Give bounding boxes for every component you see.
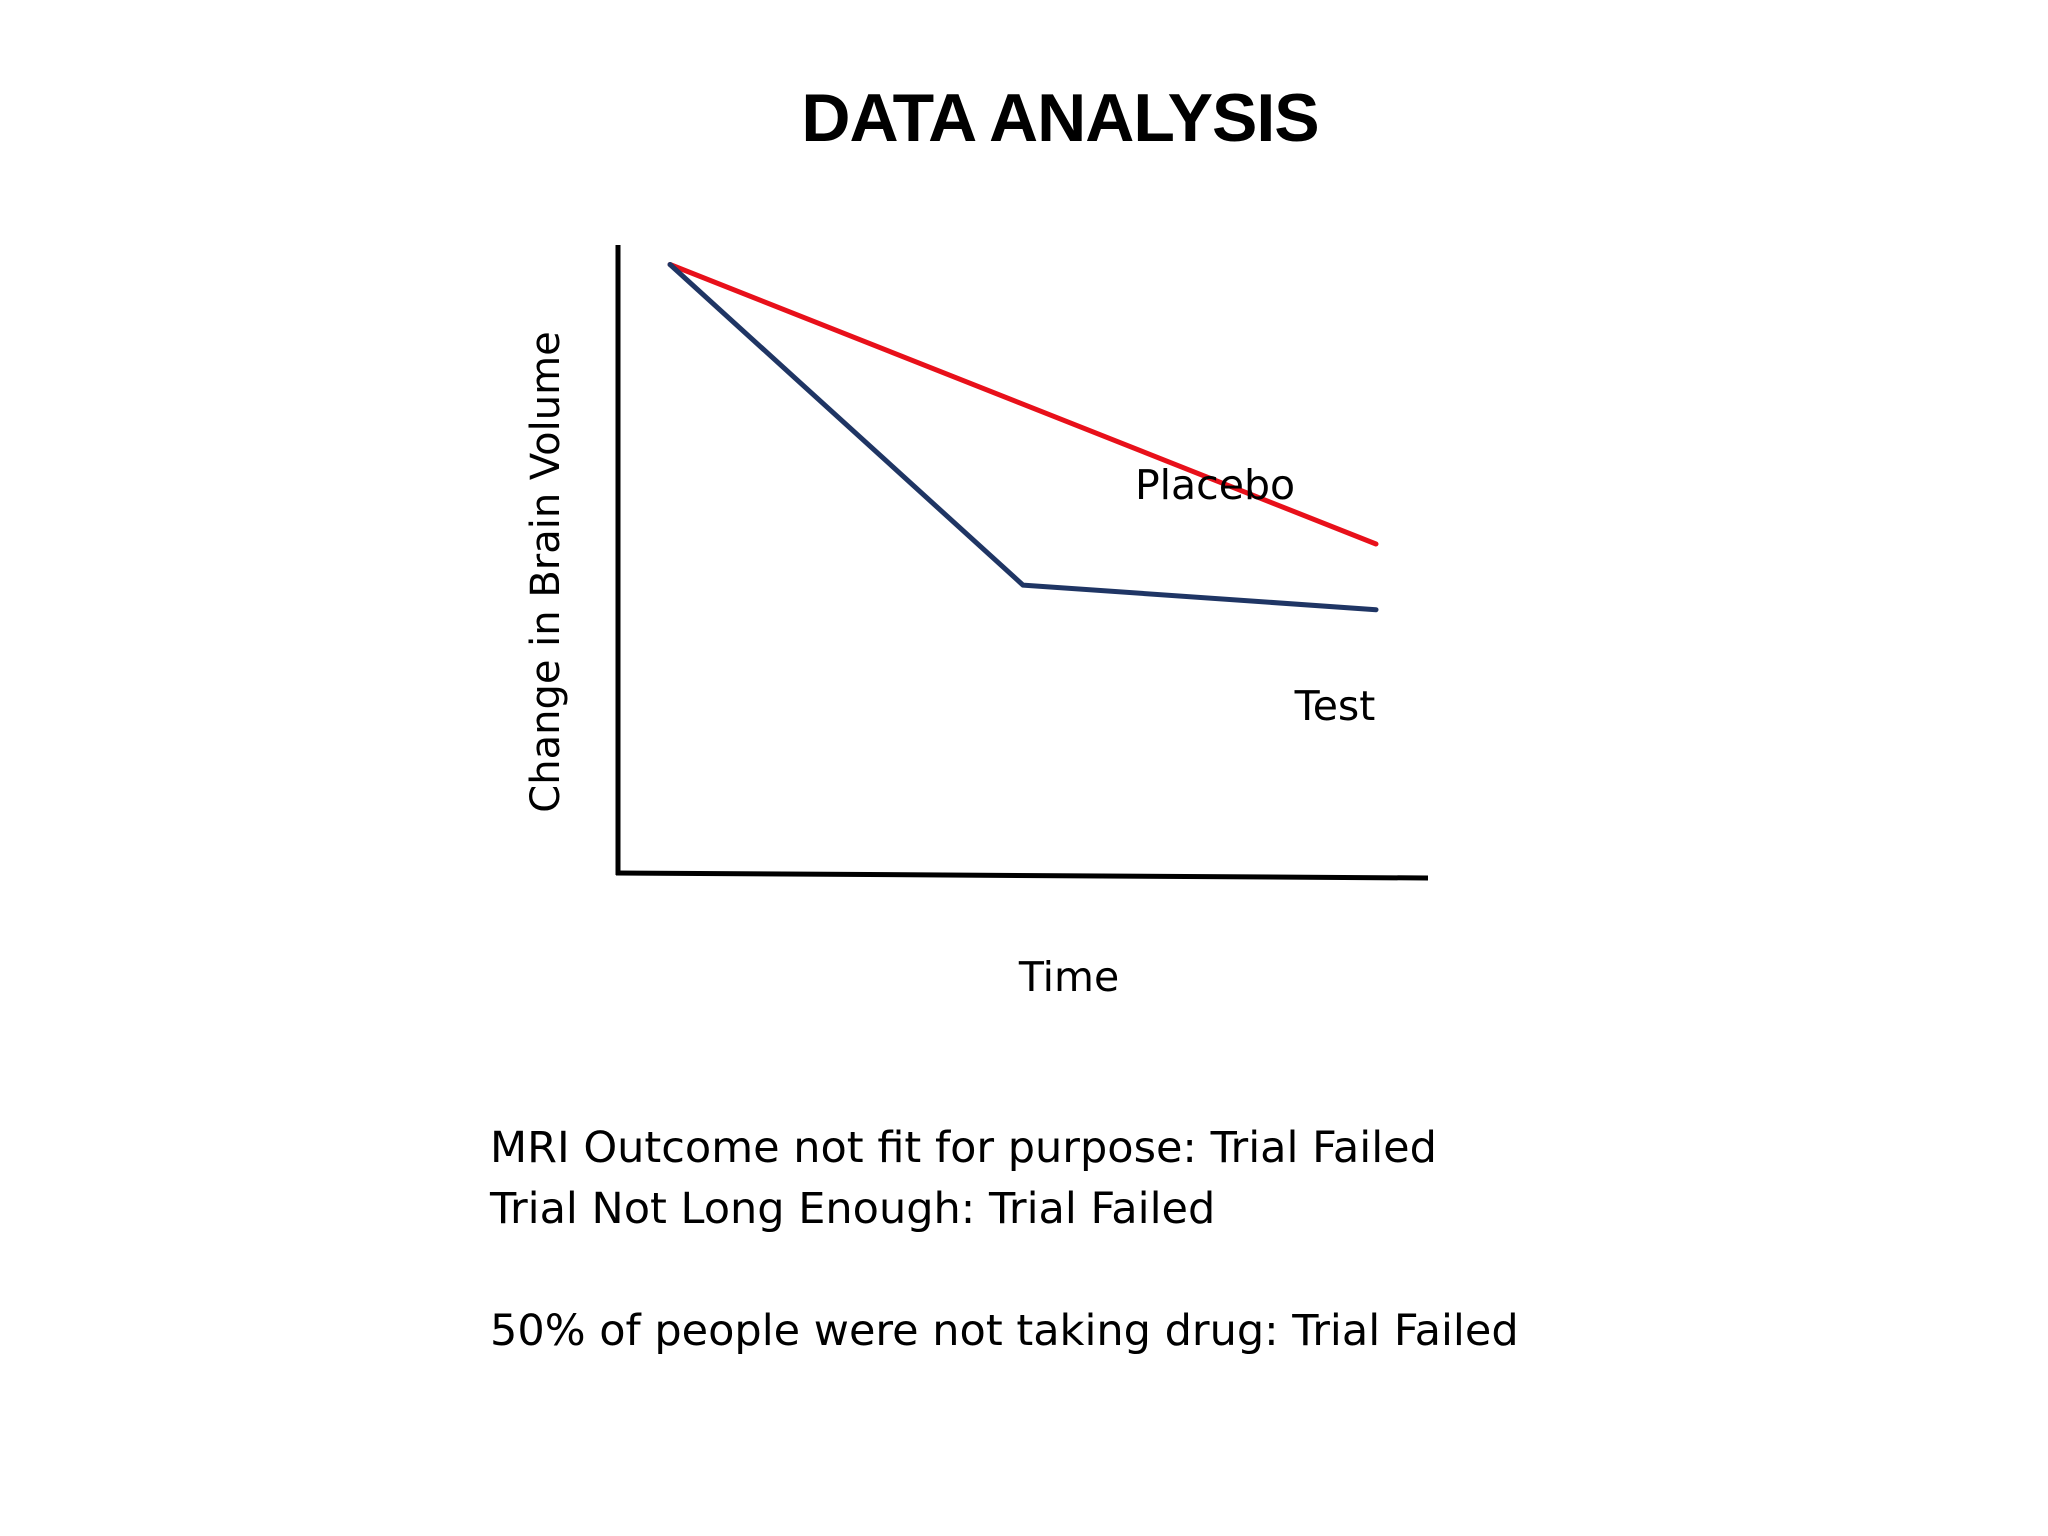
series-label-test: Test bbox=[1294, 682, 1376, 730]
series-label-placebo: Placebo bbox=[1135, 461, 1295, 509]
note-trial-length: Trial Not Long Enough: Trial Failed bbox=[490, 1184, 1216, 1234]
note-drug-adherence: 50% of people were not taking drug: Tria… bbox=[490, 1306, 1519, 1356]
notes-block: MRI Outcome not fit for purpose: Trial F… bbox=[490, 1118, 1519, 1362]
note-spacer bbox=[490, 1240, 1519, 1301]
series-line-test bbox=[667, 262, 1379, 613]
y-axis-label: Change in Brain Volume bbox=[523, 331, 569, 812]
x-axis bbox=[615, 870, 1429, 881]
note-mri-outcome: MRI Outcome not fit for purpose: Trial F… bbox=[490, 1123, 1437, 1173]
x-axis-label: Time bbox=[1018, 953, 1119, 1001]
slide-title: DATA ANALYSIS bbox=[801, 80, 1319, 156]
chart-axes bbox=[615, 245, 1429, 881]
series-layer bbox=[667, 262, 1379, 613]
